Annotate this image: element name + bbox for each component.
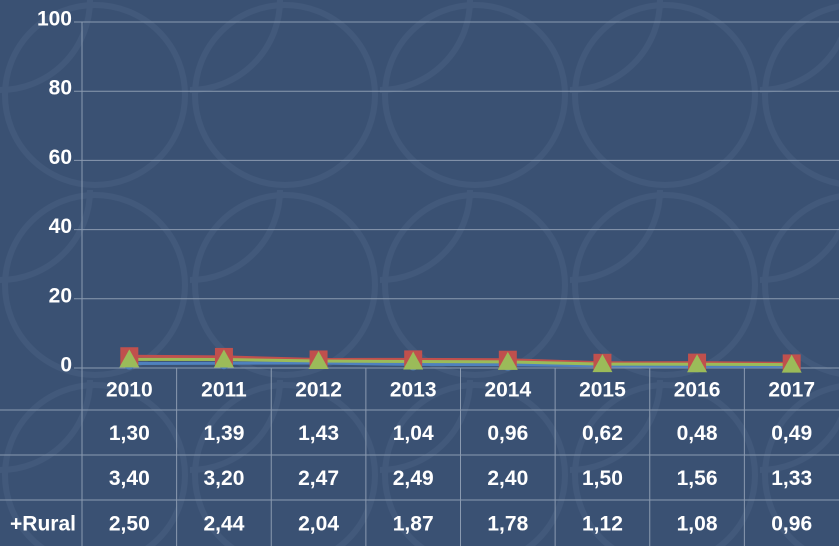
table-value: 0,62 <box>582 422 623 445</box>
y-tick-label: 60 <box>49 146 72 169</box>
table-value: 1,39 <box>204 422 245 445</box>
series-line <box>129 354 792 365</box>
table-value: 3,20 <box>204 467 245 490</box>
x-tick-label: 2010 <box>106 379 153 402</box>
table-value: 0,96 <box>771 513 812 536</box>
y-tick-label: 100 <box>37 8 72 31</box>
table-value: 2,04 <box>298 513 339 536</box>
marker <box>403 351 424 370</box>
x-tick-label: 2015 <box>579 379 626 402</box>
marker <box>687 354 708 373</box>
x-tick-label: 2012 <box>295 379 342 402</box>
y-tick-label: 0 <box>60 354 72 377</box>
marker <box>119 349 140 368</box>
table-value: 0,48 <box>677 422 718 445</box>
table-value: 1,56 <box>677 467 718 490</box>
marker <box>781 354 802 373</box>
marker <box>497 351 518 370</box>
marker <box>213 349 234 368</box>
y-tick-label: 80 <box>49 77 72 100</box>
series-line <box>129 361 792 368</box>
marker <box>308 350 329 369</box>
y-tick-label: 40 <box>49 215 72 238</box>
table-value: 2,44 <box>204 513 245 536</box>
y-tick-label: 20 <box>49 284 72 307</box>
row-label: +Rural <box>10 513 76 536</box>
table-value: 1,87 <box>393 513 434 536</box>
table-value: 1,30 <box>109 422 150 445</box>
table-value: 1,12 <box>582 513 623 536</box>
x-tick-label: 2011 <box>201 379 247 402</box>
table-value: 2,47 <box>298 467 339 490</box>
table-value: 1,08 <box>677 513 718 536</box>
table-value: 1,33 <box>771 467 812 490</box>
marker <box>592 354 613 373</box>
table-value: 1,78 <box>487 513 528 536</box>
table-value: 0,96 <box>487 422 528 445</box>
table-value: 1,50 <box>582 467 623 490</box>
x-tick-label: 2017 <box>768 379 815 402</box>
table-value: 1,04 <box>393 422 434 445</box>
table-value: 2,49 <box>393 467 434 490</box>
table-value: 1,43 <box>298 422 339 445</box>
table-value: 2,40 <box>487 467 528 490</box>
x-tick-label: 2014 <box>484 379 531 402</box>
table-value: 2,50 <box>109 513 150 536</box>
x-tick-label: 2016 <box>674 379 721 402</box>
table-value: 0,49 <box>771 422 812 445</box>
series-line <box>129 357 792 367</box>
table-value: 3,40 <box>109 467 150 490</box>
x-tick-label: 2013 <box>390 379 437 402</box>
